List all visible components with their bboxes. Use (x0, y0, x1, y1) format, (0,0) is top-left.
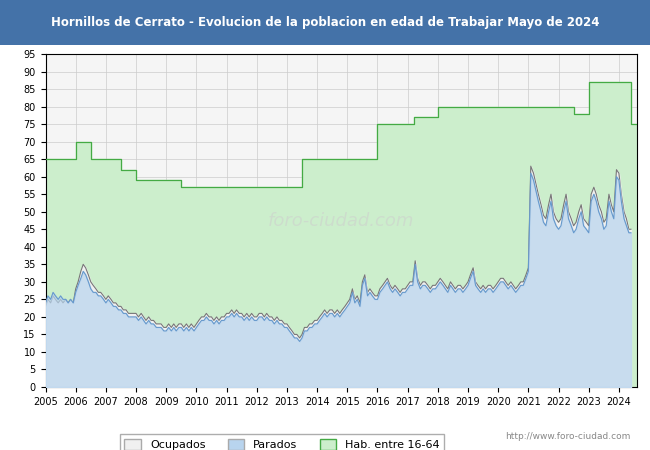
Text: http://www.foro-ciudad.com: http://www.foro-ciudad.com (505, 432, 630, 441)
Legend: Ocupados, Parados, Hab. entre 16-64: Ocupados, Parados, Hab. entre 16-64 (120, 434, 445, 450)
Text: Hornillos de Cerrato - Evolucion de la poblacion en edad de Trabajar Mayo de 202: Hornillos de Cerrato - Evolucion de la p… (51, 16, 599, 29)
Text: foro-ciudad.com: foro-ciudad.com (268, 212, 415, 230)
